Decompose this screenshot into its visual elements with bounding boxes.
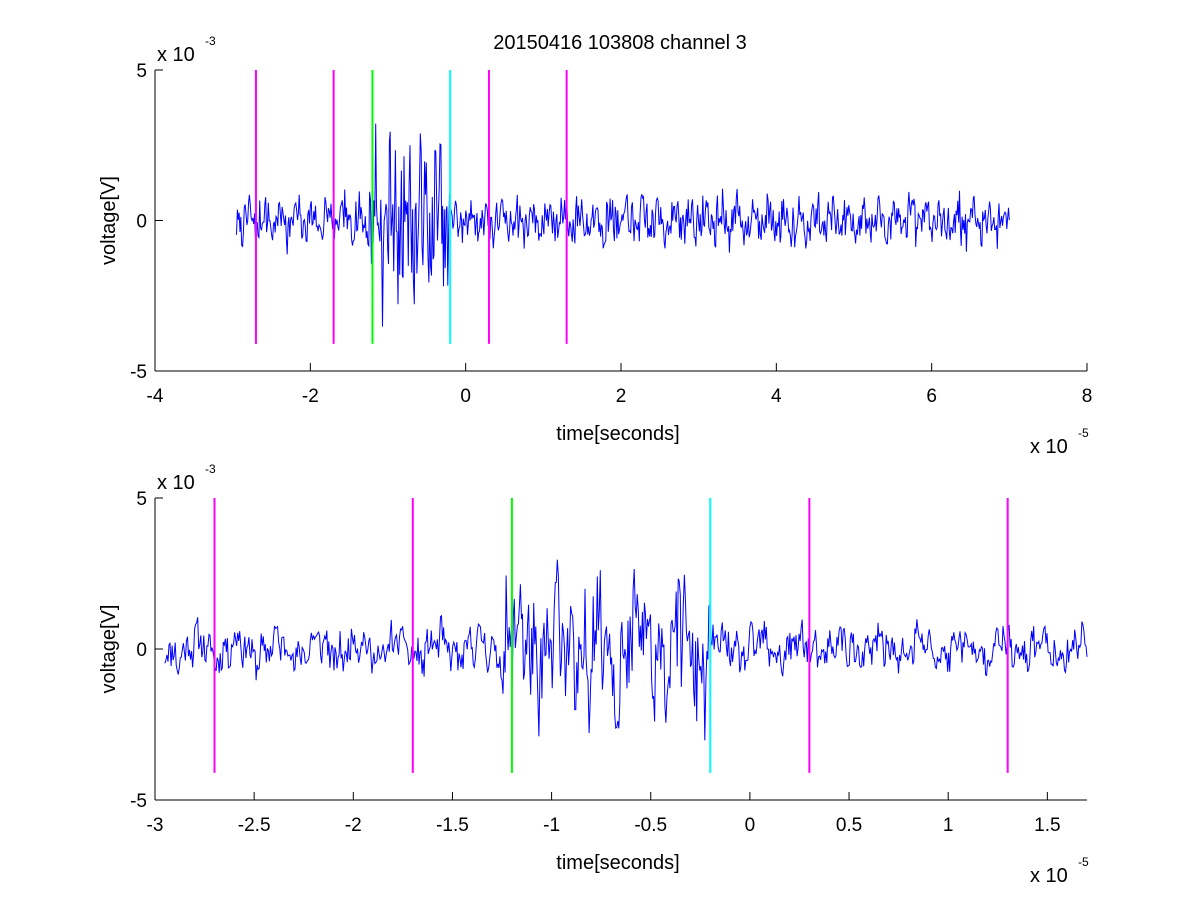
- y-axis-label: voltage[V]: [98, 176, 120, 265]
- y-exponent-value: -3: [205, 34, 216, 48]
- x-tick-label: 8: [1082, 386, 1093, 407]
- y-exponent-label: x 10: [157, 44, 195, 66]
- x-axis-label: time[seconds]: [556, 423, 679, 445]
- x-tick-label: -0.5: [634, 815, 667, 836]
- x-tick-label: -2: [302, 386, 319, 407]
- x-exponent-label: x 10: [1030, 436, 1068, 458]
- y-tick-label: 0: [136, 212, 147, 233]
- y-tick-label: -5: [130, 362, 147, 383]
- x-tick-label: -3: [147, 815, 164, 836]
- y-tick-label: 5: [136, 61, 147, 82]
- x-tick-label: 2: [616, 386, 627, 407]
- bottom-panel: -3 -2.5 -2 -1.5 -1 -0.5 0 0.5 1 1.5 -5 0 5 time[secon…: [98, 462, 1089, 887]
- x-exponent-label: x 10: [1030, 865, 1068, 887]
- x-exponent-value: -5: [1078, 855, 1089, 869]
- y-exponent-label: x 10: [157, 472, 195, 494]
- y-tick-label: 0: [136, 640, 147, 661]
- y-axis-label: voltage[V]: [98, 605, 120, 694]
- x-tick-label: -4: [147, 386, 164, 407]
- y-tick-label: 5: [136, 489, 147, 510]
- x-tick-label: 0.5: [836, 815, 862, 836]
- figure-title: 20150416 103808 channel 3: [493, 32, 747, 54]
- x-tick-label: -2: [345, 815, 362, 836]
- y-exponent-value: -3: [205, 462, 216, 476]
- x-tick-label: 0: [460, 386, 471, 407]
- x-tick-label: 6: [926, 386, 937, 407]
- x-axis-label: time[seconds]: [556, 852, 679, 874]
- x-tick-label: 1: [943, 815, 954, 836]
- signal-line: [164, 559, 1088, 741]
- x-tick-label: -2.5: [238, 815, 271, 836]
- x-tick-label: -1: [543, 815, 560, 836]
- x-exponent-value: -5: [1078, 426, 1089, 440]
- x-tick-label: -1.5: [436, 815, 469, 836]
- top-panel: -4 -2 0 2 4 6 8 -5 0 5 time[seconds] voltage[V] x 10…: [98, 34, 1092, 458]
- x-tick-label: 4: [771, 386, 782, 407]
- x-tick-label: 1.5: [1034, 815, 1060, 836]
- signal-line: [236, 123, 1010, 327]
- y-tick-label: -5: [130, 791, 147, 812]
- x-tick-label: 0: [745, 815, 756, 836]
